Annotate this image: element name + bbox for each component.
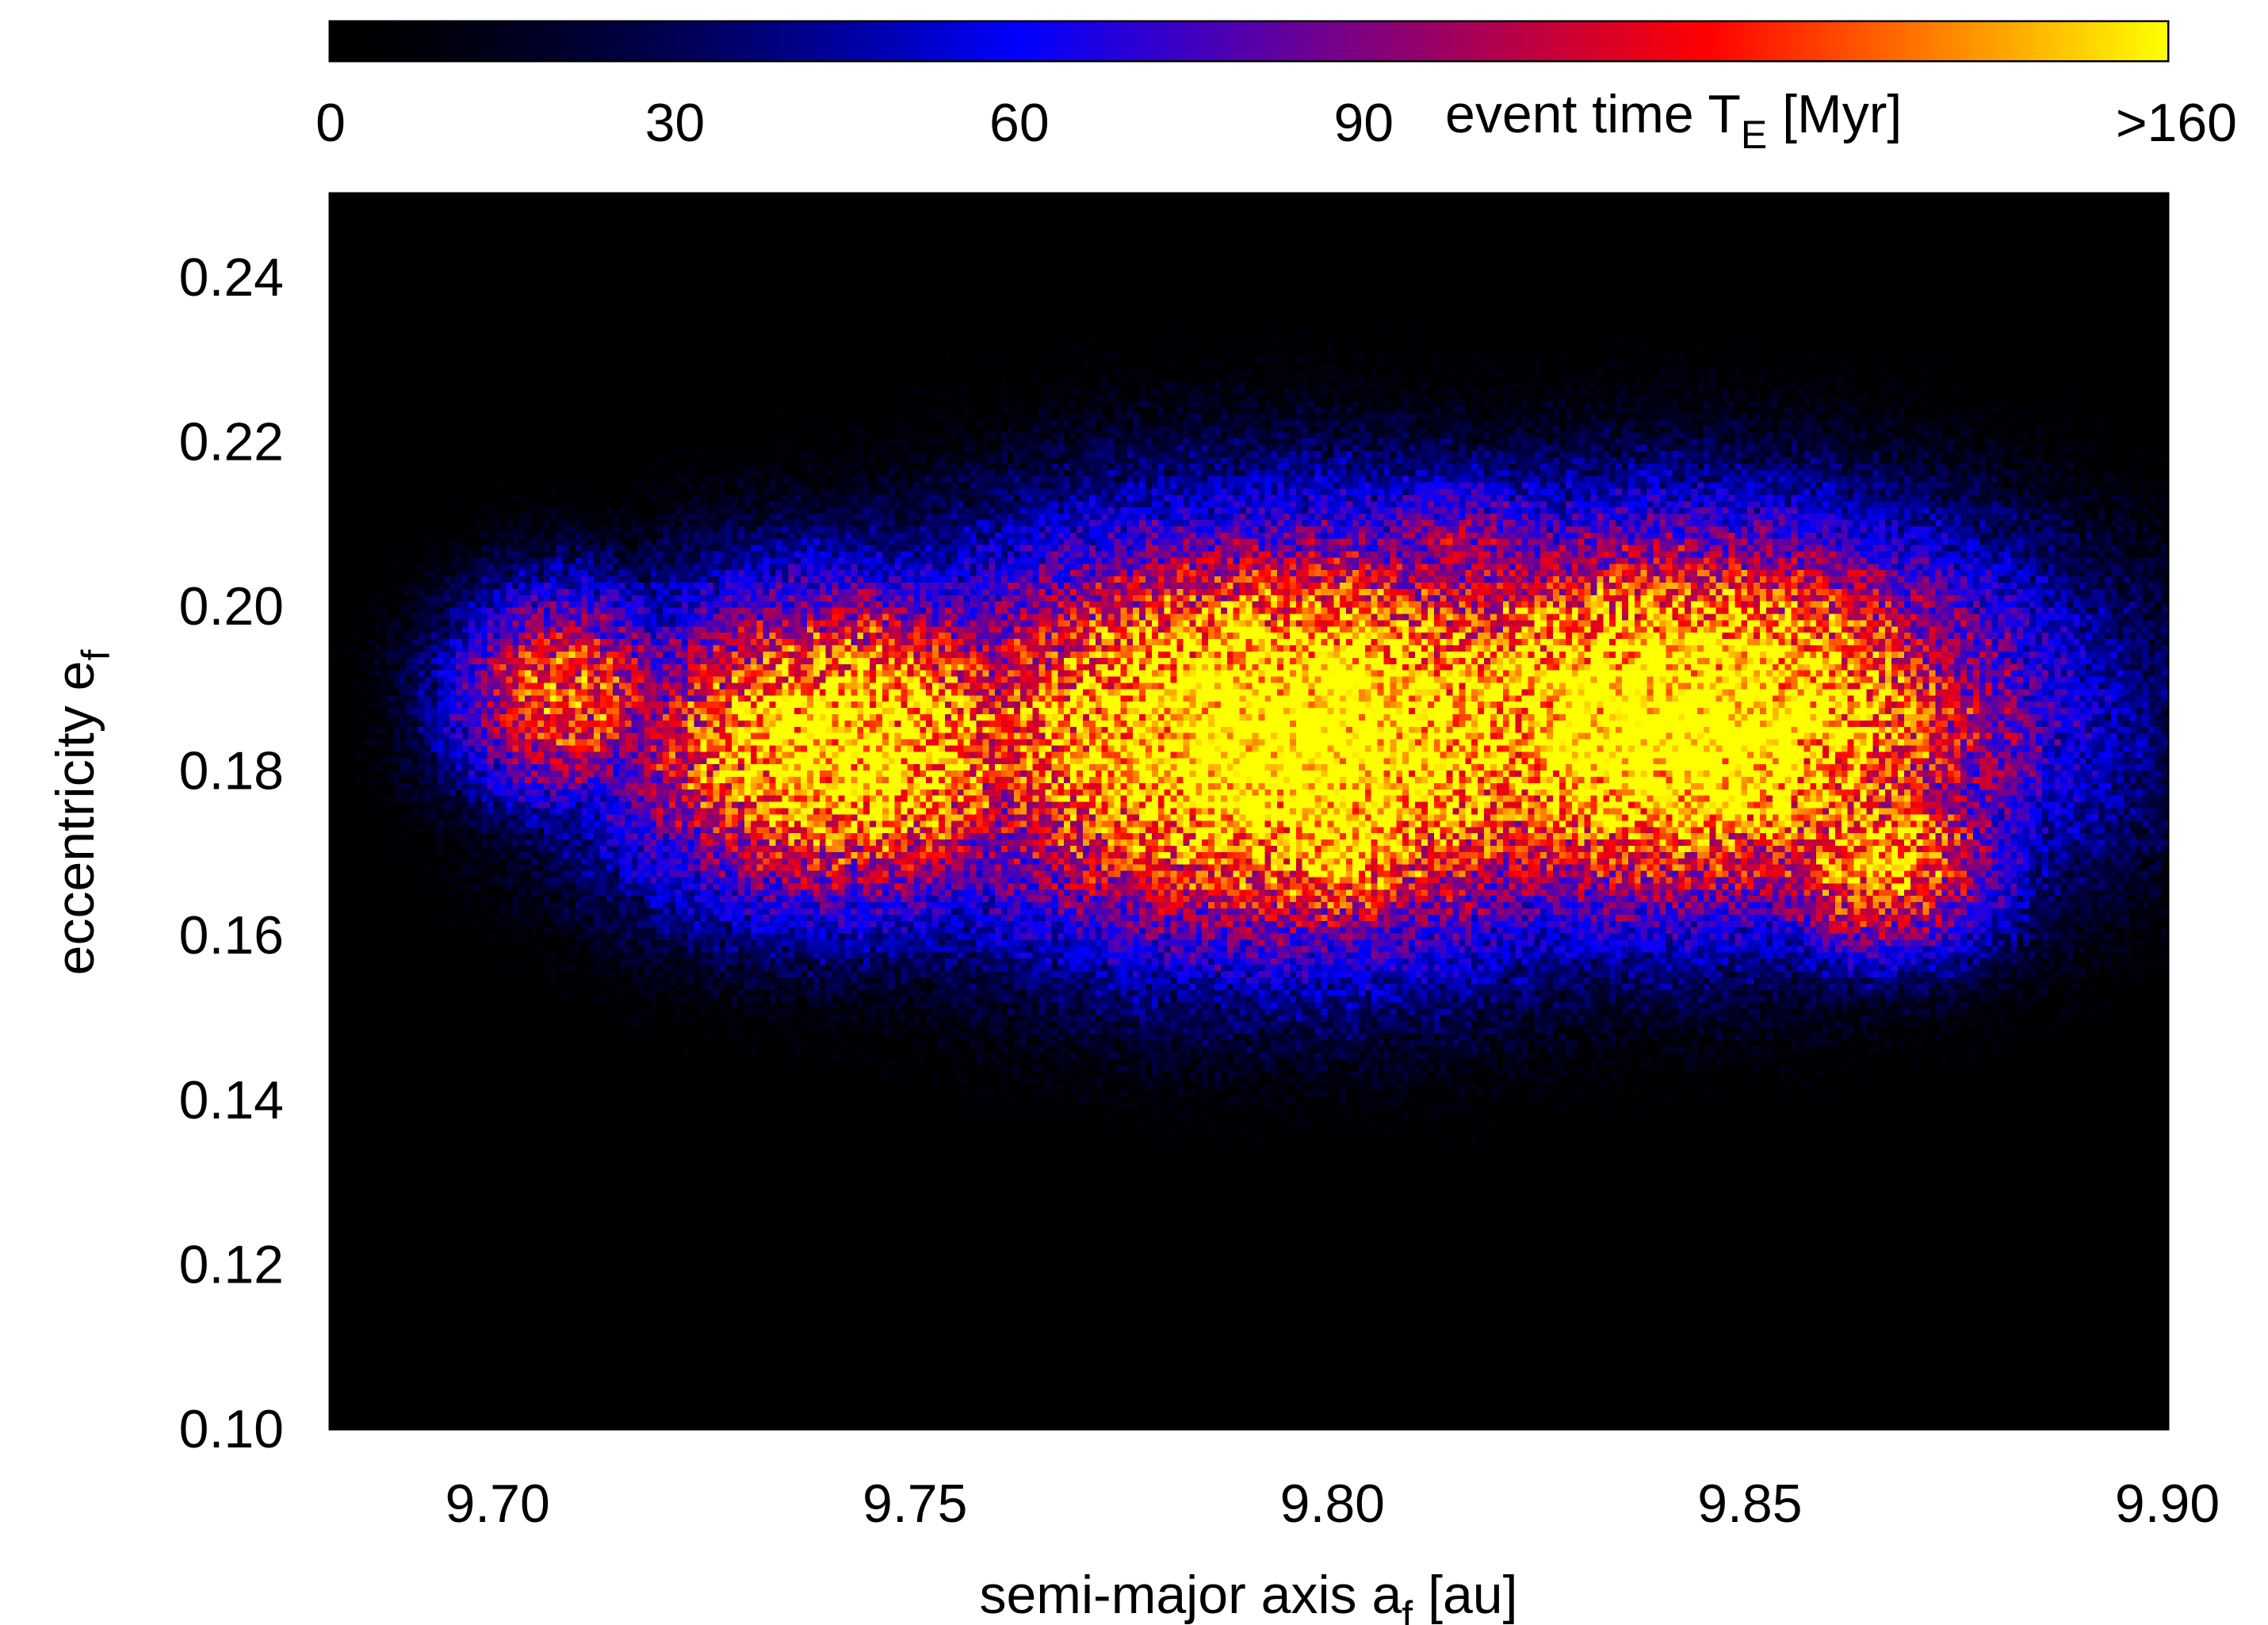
colorbar-tick-label: 30 — [645, 93, 706, 153]
colorbar-tick-label: >160 — [2116, 93, 2237, 153]
x-tick-label: 9.90 — [2115, 1474, 2220, 1534]
y-tick-label: 0.12 — [179, 1234, 284, 1294]
y-tick-label: 0.16 — [179, 905, 284, 965]
colorbar-tick-label: 90 — [1333, 93, 1394, 153]
x-tick-label: 9.70 — [445, 1474, 549, 1534]
y-tick-label: 0.24 — [179, 247, 284, 308]
y-tick-label: 0.20 — [179, 576, 284, 637]
y-tick-label: 0.14 — [179, 1070, 284, 1130]
colorbar: 0 30 60 90 >160 event time TE [Myr] — [316, 20, 2237, 157]
colorbar-tick-label: 0 — [316, 93, 346, 153]
colorbar-tick-labels: 0 30 60 90 >160 — [316, 93, 2237, 153]
y-tick-label: 0.18 — [179, 741, 284, 801]
x-tick-label: 9.80 — [1280, 1474, 1385, 1534]
colorbar-tick-label: 60 — [989, 93, 1050, 153]
x-axis-label: semi-major axis af [au] — [979, 1565, 1517, 1625]
x-axis-ticks: 9.70 9.75 9.80 9.85 9.90 — [445, 194, 2220, 1534]
x-tick-label: 9.75 — [862, 1474, 967, 1534]
y-axis-ticks: 0.10 0.12 0.14 0.16 0.18 0.20 0.22 0.24 — [179, 247, 2167, 1459]
y-axis-label: eccentricity ef — [45, 650, 118, 976]
heatmap-cells — [331, 194, 2167, 1428]
y-tick-label: 0.10 — [179, 1399, 284, 1459]
x-tick-label: 9.85 — [1697, 1474, 1802, 1534]
y-tick-label: 0.22 — [179, 411, 284, 472]
colorbar-gradient — [331, 22, 2167, 60]
colorbar-label: event time TE [Myr] — [1445, 84, 1902, 157]
